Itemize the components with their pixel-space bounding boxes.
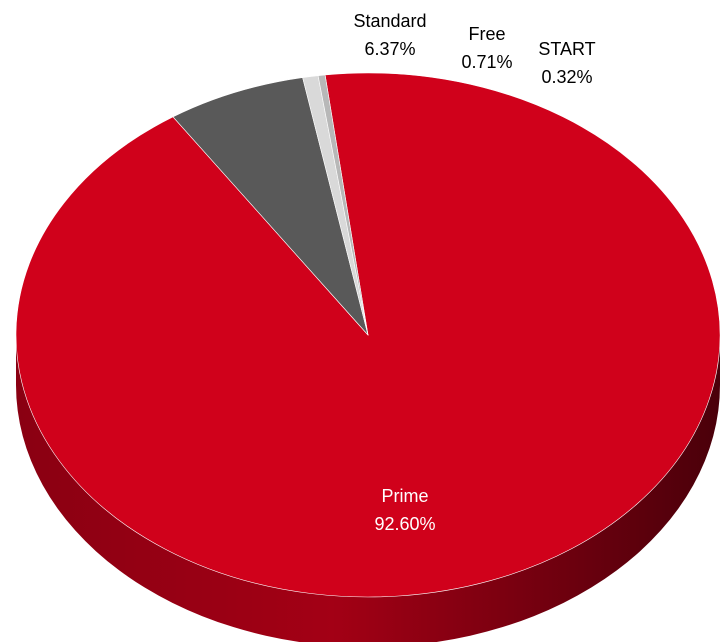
slice-value-label-prime: 92.60% bbox=[374, 514, 435, 534]
pie-slice-start bbox=[317, 74, 369, 336]
pie-labels: Prime 92.60% Standard 6.37% Free 0.71% START 0.… bbox=[353, 11, 595, 534]
slice-name-label-start: START bbox=[538, 39, 595, 59]
slice-name-label-free: Free bbox=[468, 24, 505, 44]
pie-top-surface bbox=[15, 72, 720, 598]
slice-value-label-standard: 6.37% bbox=[364, 39, 415, 59]
pie-slice-standard bbox=[172, 77, 369, 336]
slice-value-label-free: 0.71% bbox=[461, 52, 512, 72]
pie-side-wall-prime bbox=[16, 335, 720, 642]
slice-name-label-prime: Prime bbox=[381, 486, 428, 506]
slice-name-label-standard: Standard bbox=[353, 11, 426, 31]
slice-value-label-start: 0.32% bbox=[541, 67, 592, 87]
pie-side-wall bbox=[16, 335, 720, 642]
